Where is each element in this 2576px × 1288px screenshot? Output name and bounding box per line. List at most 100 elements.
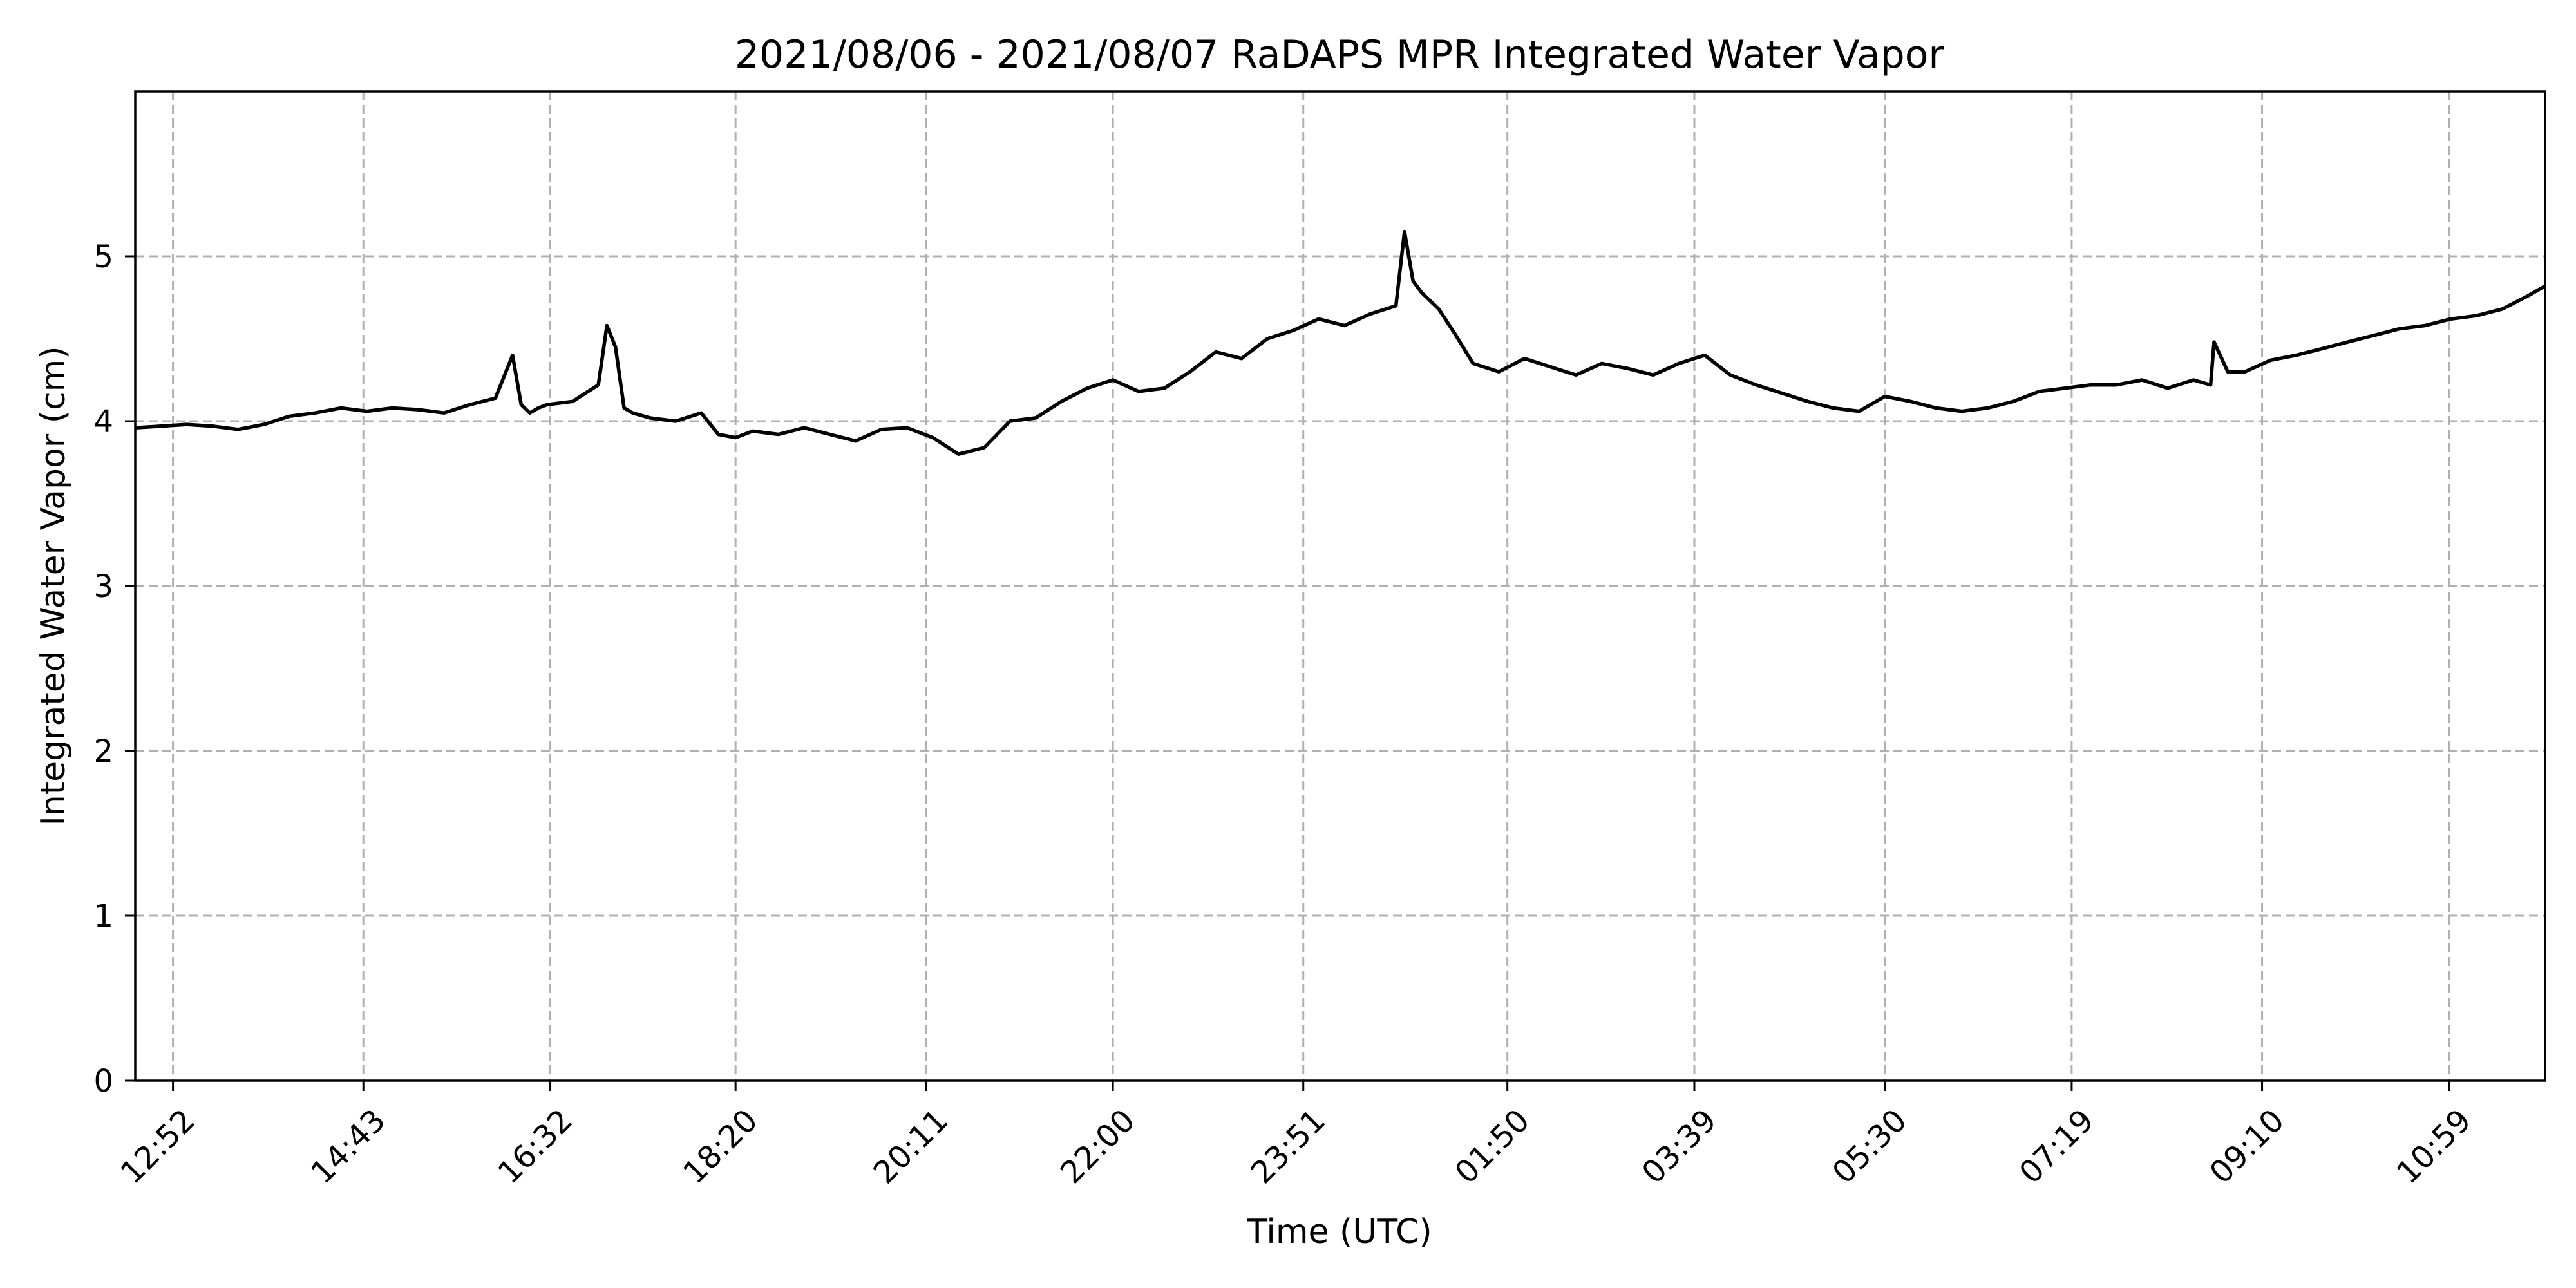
data-point: [1858, 410, 1861, 413]
chart-title: 2021/08/06 - 2021/08/07 RaDAPS MPR Integ…: [735, 32, 1945, 77]
data-point: [1455, 334, 1457, 337]
data-point: [1575, 374, 1577, 376]
data-point: [2501, 308, 2503, 310]
data-point: [1292, 329, 1294, 332]
data-point: [2012, 400, 2014, 402]
data-point: [1060, 400, 1063, 402]
data-point: [1832, 407, 1835, 410]
data-point: [1549, 366, 1551, 368]
data-point: [1009, 420, 1011, 422]
y-tick-label: 5: [93, 239, 113, 275]
grid: [135, 91, 2545, 1081]
data-point: [2063, 387, 2066, 390]
data-point: [2526, 294, 2529, 297]
data-point: [314, 412, 317, 414]
data-point: [2347, 341, 2349, 343]
data-point: [597, 384, 600, 386]
data-point: [2192, 379, 2195, 381]
x-tick-label: 18:20: [676, 1103, 764, 1191]
data-point: [1266, 337, 1269, 340]
data-point: [957, 453, 960, 455]
data-point: [1986, 407, 1989, 410]
data-point: [520, 403, 522, 406]
series-layer: [134, 229, 2546, 456]
x-tick-label: 14:43: [304, 1103, 392, 1191]
data-point: [1729, 374, 1732, 376]
data-point: [803, 426, 806, 429]
data-point: [2226, 370, 2229, 373]
data-point: [1412, 279, 1414, 282]
data-point: [2450, 317, 2452, 320]
data-point: [2115, 384, 2117, 386]
data-point: [237, 428, 240, 431]
data-point: [880, 428, 883, 431]
data-point: [2269, 359, 2272, 361]
data-point: [442, 412, 445, 414]
data-point: [1189, 370, 1191, 373]
data-point: [537, 407, 540, 410]
data-point: [1215, 350, 1217, 353]
data-point: [2141, 379, 2143, 381]
data-point: [1626, 367, 1629, 370]
data-point: [1112, 379, 1114, 381]
data-point: [571, 400, 574, 402]
data-point: [1884, 395, 1886, 398]
x-tick-label: 09:10: [2203, 1103, 2291, 1191]
y-tick-label: 1: [93, 898, 113, 934]
data-point: [1678, 362, 1680, 365]
data-point: [777, 433, 780, 435]
y-tick-label: 4: [93, 404, 113, 440]
data-point: [417, 408, 419, 411]
x-axis: 12:52 14:43 16:32 18:20 20:11 22:00 23:51 01:50…: [114, 1081, 2478, 1191]
data-point: [160, 425, 162, 428]
y-axis-label: Integrated Water Vapor (cm): [34, 346, 73, 826]
data-point: [1755, 384, 1757, 386]
data-point: [700, 412, 703, 414]
data-point: [1421, 291, 1423, 294]
data-point: [529, 412, 531, 414]
data-point: [1806, 400, 1809, 402]
data-point: [1369, 313, 1372, 316]
data-point: [1960, 410, 1963, 413]
data-point: [614, 346, 617, 348]
data-point: [1137, 390, 1140, 393]
data-point: [983, 446, 985, 449]
x-tick-label: 03:39: [1635, 1103, 1723, 1191]
y-axis: 0 1 2 3 4 5: [93, 239, 135, 1099]
data-point: [631, 412, 634, 414]
data-point: [1935, 407, 1938, 410]
x-tick-label: 20:11: [867, 1103, 955, 1191]
data-point: [545, 403, 548, 406]
x-tick-label: 23:51: [1244, 1103, 1332, 1191]
data-point: [1086, 387, 1088, 390]
data-point: [468, 403, 471, 406]
data-point: [931, 437, 934, 439]
x-axis-label: Time (UTC): [1246, 1213, 1432, 1251]
data-point: [1437, 308, 1440, 310]
data-point: [2295, 354, 2298, 357]
y-tick-label: 0: [93, 1063, 113, 1099]
data-point: [511, 354, 514, 357]
data-point: [1240, 357, 1243, 360]
data-point: [1909, 400, 1912, 402]
data-point: [2244, 370, 2246, 373]
data-point: [1600, 362, 1603, 365]
data-point: [1163, 387, 1166, 390]
data-point: [855, 440, 857, 442]
data-point: [2398, 328, 2401, 330]
data-point: [906, 426, 909, 429]
data-point: [2089, 384, 2092, 386]
data-point: [1523, 357, 1526, 360]
data-point: [752, 430, 754, 432]
data-point: [1343, 325, 1346, 327]
data-point: [1472, 362, 1474, 365]
data-point: [2321, 347, 2324, 350]
x-tick-label: 12:52: [114, 1103, 202, 1191]
data-point: [2424, 325, 2427, 327]
data-point: [1395, 305, 1397, 307]
x-tick-label: 07:19: [2012, 1103, 2101, 1191]
y-tick-label: 3: [93, 569, 113, 605]
x-tick-label: 01:50: [1448, 1103, 1537, 1191]
